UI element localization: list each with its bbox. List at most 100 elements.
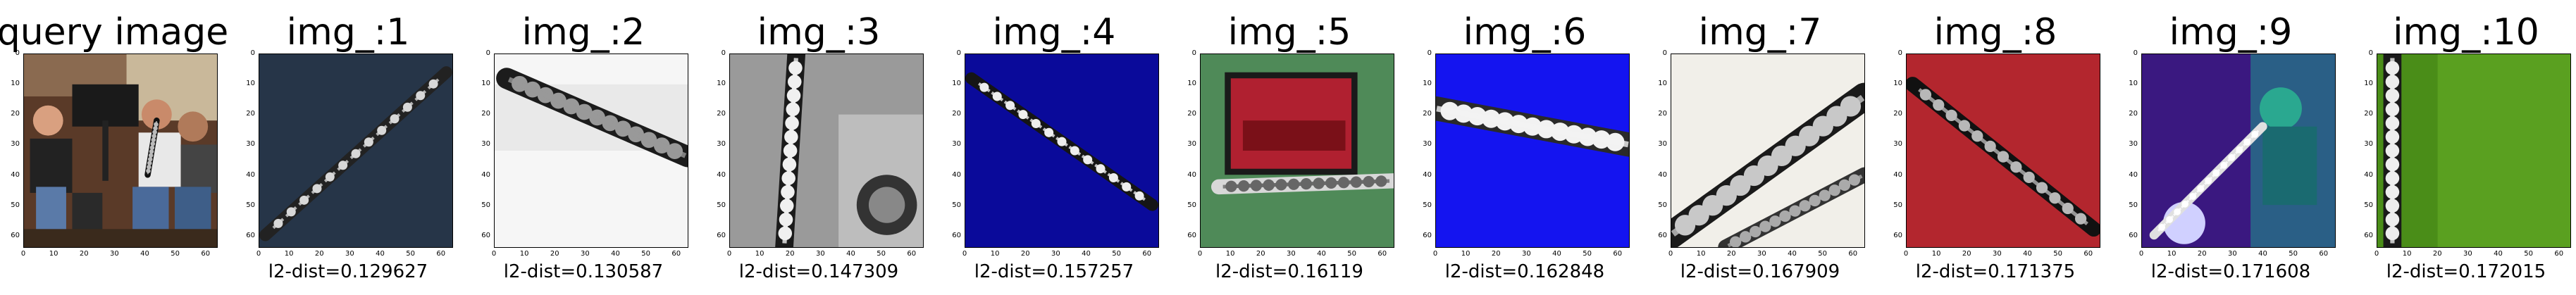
result-panel: img_:5 0 10 20 30 40 50 60 0 10 20 30 40 50 60 l2-dist=…: [1177, 0, 1402, 295]
x-tick-label: 30: [2228, 250, 2237, 258]
y-tick-label: 20: [1658, 110, 1667, 118]
x-tick-label: 60: [436, 250, 446, 258]
l2-distance-label: l2-dist=0.16119: [1215, 261, 1363, 282]
y-tick-label: 30: [1423, 140, 1432, 149]
x-tick-label: 60: [2319, 250, 2329, 258]
x-tick-label: 50: [171, 250, 180, 258]
thumbnail-image: [1907, 54, 2100, 247]
y-tick-label: 40: [1658, 170, 1667, 179]
y-tick-label: 40: [1893, 170, 1902, 179]
y-tick-label: 50: [1187, 201, 1196, 209]
result-panel: img_:8 0 10 20 30 40 50 60 0 10 20 30 40 50 60 l2-dist=…: [1883, 0, 2108, 295]
y-tick-label: 20: [1893, 110, 1902, 118]
x-tick-label: 40: [2494, 250, 2503, 258]
result-title: img_:6: [1463, 11, 1587, 54]
y-tick-label: 60: [1893, 231, 1902, 239]
y-tick-label: 30: [2129, 140, 2138, 149]
result-panel: img_:1 0 10 20 30 40 50 60 0 10 20 30 40 50 60 l2-dist=…: [235, 0, 461, 295]
x-tick-label: 50: [1583, 250, 1592, 258]
y-tick-label: 50: [717, 201, 726, 209]
y-tick-label: 50: [1423, 201, 1432, 209]
y-tick-label: 0: [15, 49, 20, 57]
result-title: img_:2: [521, 11, 645, 54]
y-tick-label: 10: [1893, 80, 1902, 88]
y-tick-label: 50: [481, 201, 490, 209]
y-tick-label: 20: [246, 110, 255, 118]
x-tick-label: 0: [1668, 250, 1673, 258]
x-tick-label: 40: [2023, 250, 2032, 258]
y-tick-label: 0: [1191, 49, 1196, 57]
x-axis-ticks: 0 10 20 30 40 50 60: [962, 249, 1159, 259]
l2-distance-label: l2-dist=0.171375: [1915, 261, 2076, 282]
y-tick-label: 50: [2364, 201, 2373, 209]
y-tick-label: 30: [481, 140, 490, 149]
y-tick-label: 10: [2129, 80, 2138, 88]
x-tick-label: 50: [641, 250, 650, 258]
l2-distance-label: l2-dist=0.167909: [1680, 261, 1840, 282]
y-tick-label: 50: [246, 201, 255, 209]
y-tick-label: 60: [1658, 231, 1667, 239]
x-tick-label: 10: [1931, 250, 1941, 258]
result-thumbnail: [729, 54, 924, 248]
y-tick-label: 30: [1187, 140, 1196, 149]
y-tick-label: 30: [952, 140, 961, 149]
x-tick-label: 40: [376, 250, 385, 258]
y-tick-label: 10: [952, 80, 961, 88]
result-title: img_:9: [2169, 11, 2293, 54]
result-thumbnail: [1671, 54, 1865, 248]
result-thumbnail: [1200, 54, 1394, 248]
x-tick-label: 10: [519, 250, 529, 258]
x-tick-label: 30: [1993, 250, 2002, 258]
y-tick-label: 30: [717, 140, 726, 149]
thumbnail-image: [259, 54, 452, 247]
result-thumbnail: [2141, 54, 2336, 248]
x-tick-label: 60: [1613, 250, 1623, 258]
x-tick-label: 0: [20, 250, 26, 258]
x-axis-ticks: 0 10 20 30 40 50 60: [1668, 249, 1865, 259]
y-tick-label: 10: [1658, 80, 1667, 88]
y-tick-label: 0: [485, 49, 490, 57]
x-tick-label: 30: [2463, 250, 2472, 258]
y-tick-label: 60: [2364, 231, 2373, 239]
result-title: img_:4: [992, 11, 1116, 54]
y-tick-label: 30: [11, 140, 20, 149]
x-tick-label: 30: [110, 250, 119, 258]
x-tick-label: 0: [2138, 250, 2144, 258]
l2-distance-label: l2-dist=0.130587: [503, 261, 664, 282]
x-tick-label: 60: [1848, 250, 1858, 258]
y-tick-label: 60: [11, 231, 20, 239]
l2-distance-label: l2-dist=0.147309: [738, 261, 899, 282]
l2-distance-label: l2-dist=0.172015: [2386, 261, 2546, 282]
x-tick-label: 60: [201, 250, 211, 258]
x-tick-label: 40: [1552, 250, 1561, 258]
x-tick-label: 20: [1962, 250, 1971, 258]
x-tick-label: 40: [2258, 250, 2267, 258]
x-tick-label: 50: [1347, 250, 1356, 258]
x-tick-label: 20: [1726, 250, 1736, 258]
x-tick-label: 50: [1112, 250, 1121, 258]
x-tick-label: 30: [345, 250, 354, 258]
y-tick-label: 0: [721, 49, 726, 57]
y-tick-label: 10: [246, 80, 255, 88]
result-panel: img_:2 0 10 20 30 40 50 60 0 10 20 30 40 50 60 l2-dist=…: [471, 0, 696, 295]
result-title: img_:10: [2393, 11, 2539, 54]
x-tick-label: 30: [581, 250, 590, 258]
x-tick-label: 0: [962, 250, 967, 258]
x-tick-label: 20: [2197, 250, 2207, 258]
y-tick-label: 30: [2364, 140, 2373, 149]
y-tick-label: 20: [481, 110, 490, 118]
x-tick-label: 60: [671, 250, 681, 258]
result-title: img_:8: [1933, 11, 2057, 54]
x-tick-label: 0: [491, 250, 497, 258]
result-thumbnail: [1435, 54, 1630, 248]
y-tick-label: 20: [717, 110, 726, 118]
x-tick-label: 0: [726, 250, 732, 258]
result-thumbnail: [1906, 54, 2100, 248]
x-axis-ticks: 0 10 20 30 40 50 60: [1433, 249, 1630, 259]
y-tick-label: 20: [2129, 110, 2138, 118]
result-panel: img_:6 0 10 20 30 40 50 60 0 10 20 30 40 50 60 l2-dist=…: [1412, 0, 1637, 295]
x-tick-label: 40: [140, 250, 149, 258]
y-tick-label: 60: [1423, 231, 1432, 239]
y-tick-label: 50: [11, 201, 20, 209]
l2-distance-label: l2-dist=0.162848: [1444, 261, 1605, 282]
